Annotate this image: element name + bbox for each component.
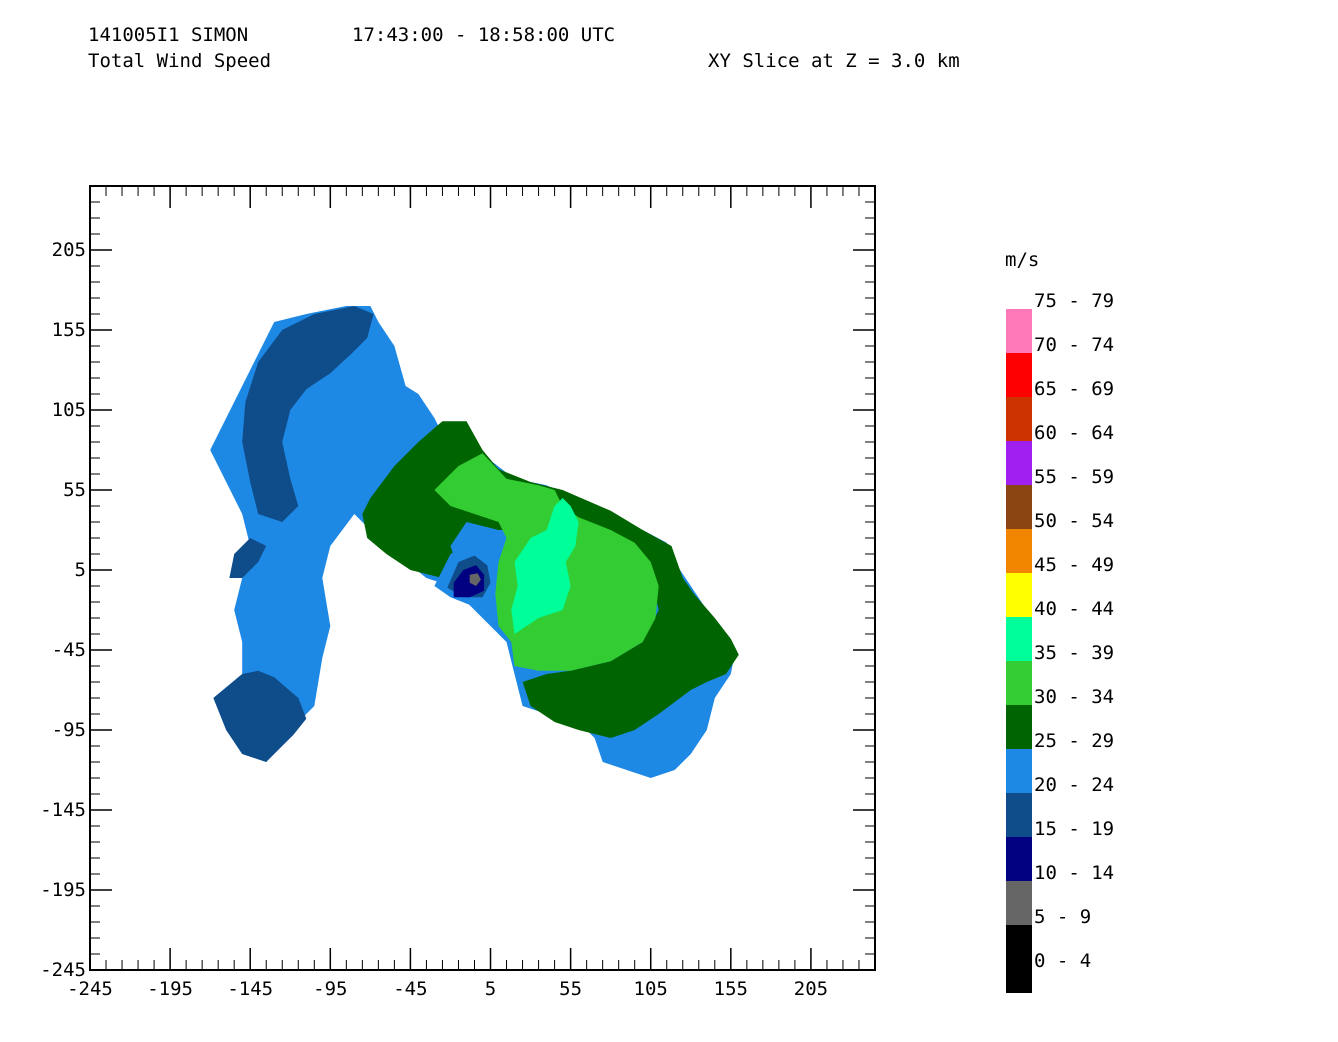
y-tick-label: -95 — [52, 719, 86, 741]
legend-swatch — [1006, 529, 1032, 573]
legend-swatch — [1006, 837, 1032, 881]
legend-label: 60 - 64 — [1034, 422, 1114, 444]
major-ticks — [89, 186, 875, 971]
y-tick-label: 155 — [52, 319, 86, 341]
legend-swatch — [1006, 793, 1032, 837]
y-tick-label: -195 — [40, 879, 86, 901]
region-9 — [453, 565, 485, 598]
legend-swatch — [1006, 397, 1032, 441]
region-2 — [213, 670, 307, 762]
x-tick-label: -245 — [67, 978, 113, 1000]
legend-swatch — [1006, 617, 1032, 661]
x-tick-label: 205 — [794, 978, 828, 1000]
legend-label: 35 - 39 — [1034, 642, 1114, 664]
legend-swatch — [1006, 881, 1032, 925]
legend-label: 30 - 34 — [1034, 686, 1114, 708]
legend-label: 15 - 19 — [1034, 818, 1114, 840]
wind-regions — [210, 306, 739, 778]
legend-label: 55 - 59 — [1034, 466, 1114, 488]
legend: 75 - 79 70 - 74 65 - 69 60 - 64 55 - 59 50 - … — [1006, 290, 1114, 993]
y-tick-label: 105 — [52, 399, 86, 421]
legend-label: 45 - 49 — [1034, 554, 1114, 576]
legend-swatch — [1006, 749, 1032, 793]
region-1 — [242, 306, 374, 522]
legend-label: 20 - 24 — [1034, 774, 1114, 796]
y-tick-label: 55 — [63, 479, 86, 501]
plot-frame — [89, 185, 876, 971]
legend-label: 70 - 74 — [1034, 334, 1114, 356]
legend-label: 50 - 54 — [1034, 510, 1114, 532]
legend-label: 5 - 9 — [1034, 906, 1091, 928]
field-name: Total Wind Speed — [88, 50, 272, 72]
region-10 — [469, 573, 481, 586]
x-tick-label: 105 — [634, 978, 668, 1000]
y-tick-label: -145 — [40, 799, 86, 821]
tick-labels: -245 -195 -145 -95 -45 5 55 105 155 2052051551055… — [40, 239, 828, 1000]
x-tick-label: 55 — [559, 978, 582, 1000]
x-tick-label: -145 — [227, 978, 273, 1000]
legend-swatch-base — [1006, 949, 1032, 993]
y-tick-label: 5 — [75, 559, 86, 581]
x-tick-label: 155 — [714, 978, 748, 1000]
slice-info: XY Slice at Z = 3.0 km — [708, 50, 960, 72]
region-6 — [511, 498, 579, 634]
legend-label: 65 - 69 — [1034, 378, 1114, 400]
time-range: 17:43:00 - 18:58:00 UTC — [352, 24, 616, 46]
legend-swatch — [1006, 661, 1032, 705]
y-tick-label: 205 — [52, 239, 86, 261]
legend-title: m/s — [1005, 249, 1039, 271]
x-tick-label: 5 — [485, 978, 496, 1000]
x-tick-label: -195 — [147, 978, 193, 1000]
legend-label: 10 - 14 — [1034, 862, 1114, 884]
y-tick-label: -245 — [40, 959, 86, 981]
mission-title: 141005I1 SIMON — [88, 24, 249, 46]
y-tick-label: -45 — [52, 639, 86, 661]
legend-label: 0 - 4 — [1034, 950, 1091, 972]
region-3 — [229, 538, 267, 578]
legend-swatch — [1006, 485, 1032, 529]
legend-swatch — [1006, 353, 1032, 397]
legend-swatch — [1006, 441, 1032, 485]
legend-label: 40 - 44 — [1034, 598, 1114, 620]
legend-swatch — [1006, 573, 1032, 617]
legend-label: 75 - 79 — [1034, 290, 1114, 312]
legend-swatch — [1006, 705, 1032, 749]
x-tick-label: -45 — [393, 978, 427, 1000]
x-tick-label: -95 — [313, 978, 347, 1000]
legend-label: 25 - 29 — [1034, 730, 1114, 752]
legend-swatch — [1006, 309, 1032, 353]
